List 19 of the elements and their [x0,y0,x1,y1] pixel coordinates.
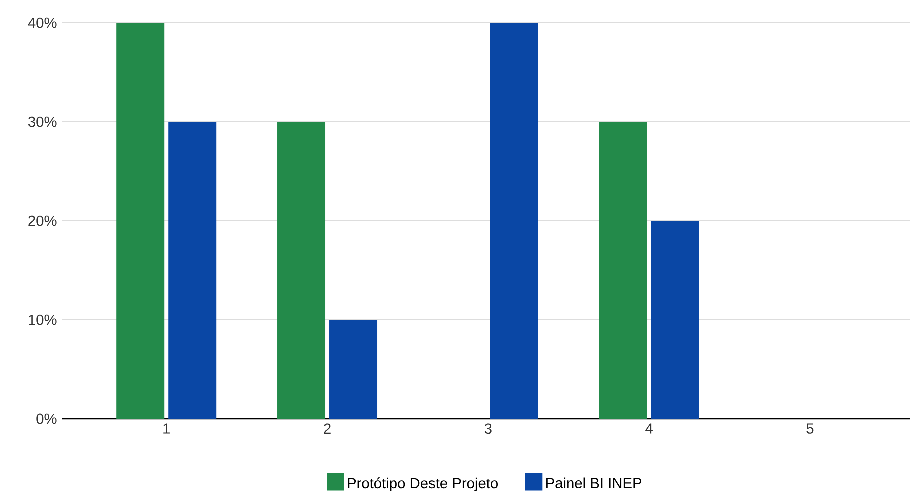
legend-label: Painel BI INEP [546,478,642,489]
bar [116,23,165,419]
bar [651,220,700,419]
y-tick-label: 30% [28,116,57,128]
x-tick-label: 2 [324,424,331,434]
bar [168,122,217,419]
y-tick-label: 40% [28,18,57,28]
x-tick-label: 1 [164,424,170,434]
legend-label: Protótipo Deste Projeto [348,478,498,492]
bar [278,122,326,419]
x-tick-label: 4 [646,424,653,434]
bar [599,122,648,419]
bar [490,23,538,419]
y-tick-label: 0% [36,414,57,424]
y-tick-label: 20% [28,216,57,226]
x-tick-label: 5 [806,424,814,434]
x-tick-label: 3 [484,424,492,434]
bar [330,320,378,419]
y-tick-label: 10% [29,314,57,326]
